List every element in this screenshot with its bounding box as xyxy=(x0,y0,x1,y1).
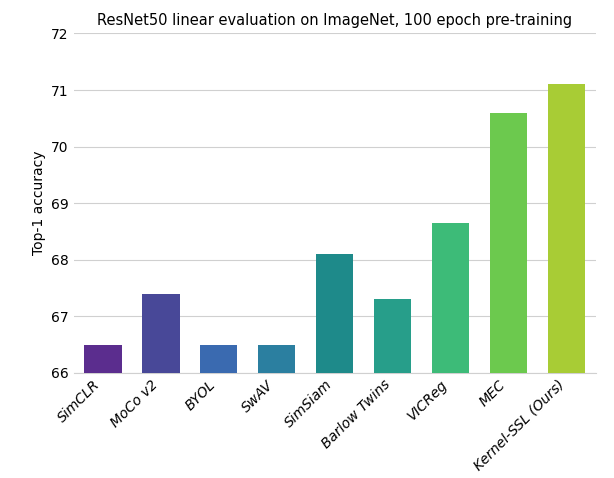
Bar xyxy=(548,85,585,373)
Bar xyxy=(258,345,295,373)
Bar xyxy=(374,299,411,373)
Title: ResNet50 linear evaluation on ImageNet, 100 epoch pre-training: ResNet50 linear evaluation on ImageNet, … xyxy=(97,13,572,28)
Bar xyxy=(142,293,179,373)
Bar xyxy=(316,254,354,373)
Bar xyxy=(84,345,122,373)
Y-axis label: Top-1 accuracy: Top-1 accuracy xyxy=(31,151,45,255)
Bar xyxy=(432,223,470,373)
Bar xyxy=(200,345,238,373)
Bar xyxy=(490,113,527,373)
